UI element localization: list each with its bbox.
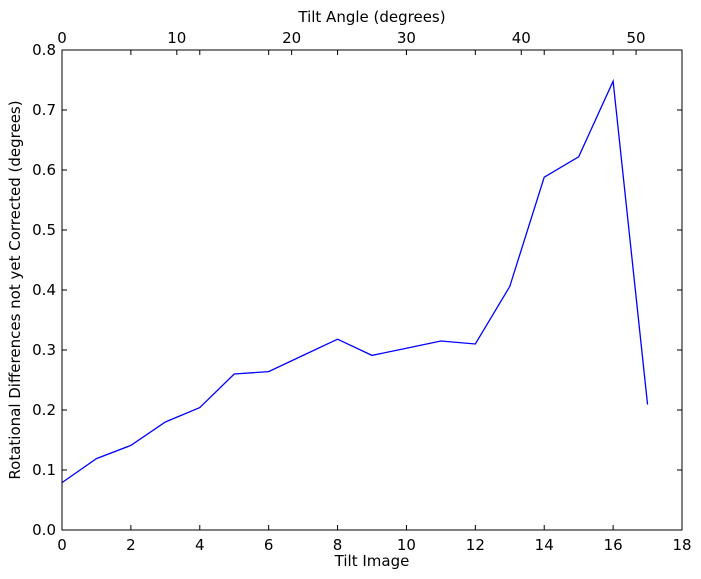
x-tick-label: 18 — [672, 536, 691, 554]
y-tick-label: 0.3 — [32, 341, 56, 359]
y-tick-label: 0.2 — [32, 401, 56, 419]
x-tick-label: 2 — [126, 536, 136, 554]
x2-tick-label: 40 — [512, 29, 531, 47]
y-tick-label: 0.5 — [32, 221, 56, 239]
top-axis-title: Tilt Angle (degrees) — [297, 8, 445, 26]
x2-tick-label: 0 — [57, 29, 67, 47]
series-line — [61, 78, 649, 484]
y-tick-label: 0.1 — [32, 461, 56, 479]
x2-tick-label: 30 — [397, 29, 416, 47]
y-tick-label: 0.4 — [32, 281, 56, 299]
x-axis-title: Tilt Image — [334, 552, 410, 570]
y-tick-label: 0.7 — [32, 101, 56, 119]
x-tick-label: 4 — [195, 536, 205, 554]
y-tick-label: 0.6 — [32, 161, 56, 179]
x-tick-label: 8 — [333, 536, 343, 554]
y-tick-label: 0.8 — [32, 41, 56, 59]
x-tick-label: 14 — [535, 536, 554, 554]
ticks-layer — [61, 49, 683, 531]
y-axis-title: Rotational Differences not yet Corrected… — [6, 100, 24, 479]
x-tick-label: 16 — [604, 536, 623, 554]
x-tick-label: 12 — [466, 536, 485, 554]
y-tick-label: 0.0 — [32, 521, 56, 539]
labels-layer: 0 2 4 6 8 10 12 14 16 18 0 10 20 30 40 50 0.0 0.1 0.2 0.3 0.… — [32, 29, 691, 554]
x2-tick-label: 20 — [282, 29, 301, 47]
x2-tick-label: 50 — [627, 29, 646, 47]
x-tick-label: 10 — [397, 536, 416, 554]
x-tick-label: 0 — [57, 536, 67, 554]
plot-frame — [61, 49, 683, 531]
x2-tick-label: 10 — [167, 29, 186, 47]
x-tick-label: 6 — [264, 536, 274, 554]
